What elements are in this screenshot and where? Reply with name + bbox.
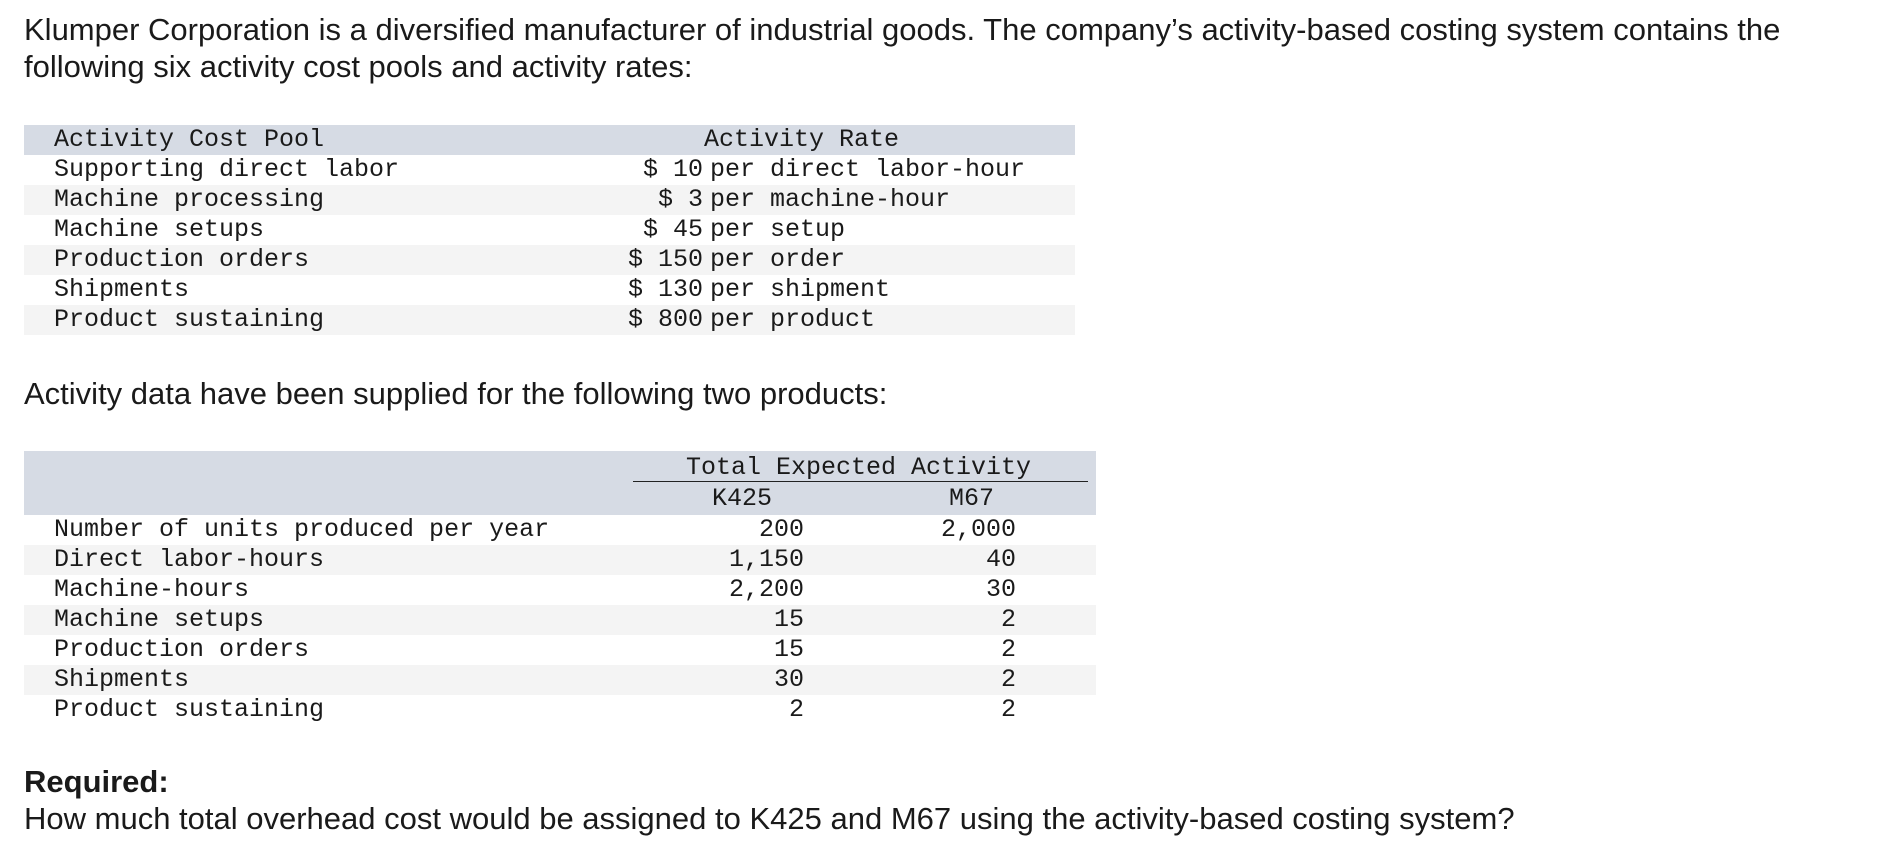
m67-value: 2 bbox=[1000, 665, 1016, 694]
activity-label: Number of units produced per year bbox=[54, 515, 550, 544]
k425-value: 30 bbox=[773, 665, 804, 694]
activity-intro-paragraph: Activity data have been supplied for the… bbox=[24, 376, 888, 411]
rate-amount: $ 3 bbox=[657, 185, 703, 214]
table-row: Machine processing $ 3 per machine-hour bbox=[24, 185, 1075, 215]
rate-unit: per product bbox=[710, 305, 876, 334]
k425-value: 200 bbox=[758, 515, 804, 544]
header-total-expected-activity: Total Expected Activity bbox=[686, 453, 1032, 482]
table-row: Machine setups 15 2 bbox=[24, 605, 1096, 635]
rate-unit: per shipment bbox=[710, 275, 891, 304]
m67-value: 40 bbox=[985, 545, 1016, 574]
pool-name: Machine setups bbox=[54, 215, 265, 244]
table-row: Production orders $ 150 per order bbox=[24, 245, 1075, 275]
k425-value: 2,200 bbox=[728, 575, 804, 604]
table-row: Supporting direct labor $ 10 per direct … bbox=[24, 155, 1075, 185]
activity-label: Production orders bbox=[54, 635, 310, 664]
m67-value: 2 bbox=[1000, 635, 1016, 664]
rate-unit: per setup bbox=[710, 215, 846, 244]
intro-paragraph: Klumper Corporation is a diversified man… bbox=[24, 12, 1781, 84]
header-k425: K425 bbox=[712, 484, 773, 513]
header-activity-rate: Activity Rate bbox=[704, 125, 900, 154]
rate-unit: per order bbox=[710, 245, 846, 274]
table-row: Direct labor-hours 1,150 40 bbox=[24, 545, 1096, 575]
rate-unit: per machine-hour bbox=[710, 185, 951, 214]
table-row: Shipments 30 2 bbox=[24, 665, 1096, 695]
table-row: Shipments $ 130 per shipment bbox=[24, 275, 1075, 305]
m67-value: 2,000 bbox=[940, 515, 1016, 544]
k425-value: 15 bbox=[773, 635, 804, 664]
rate-unit: per direct labor-hour bbox=[710, 155, 1026, 184]
rate-amount: $ 130 bbox=[627, 275, 703, 304]
activity-rates-table: Activity Cost Pool Activity Rate Support… bbox=[24, 125, 1075, 335]
activity-label: Shipments bbox=[54, 665, 190, 694]
table-row: Product sustaining 2 2 bbox=[24, 695, 1096, 725]
table-row: Production orders 15 2 bbox=[24, 635, 1096, 665]
m67-value: 2 bbox=[1000, 605, 1016, 634]
required-label: Required: bbox=[24, 764, 169, 799]
pool-name: Shipments bbox=[54, 275, 190, 304]
rate-amount: $ 10 bbox=[642, 155, 703, 184]
rate-amount: $ 45 bbox=[642, 215, 703, 244]
table-row: Machine setups $ 45 per setup bbox=[24, 215, 1075, 245]
activity-data-table: Total Expected Activity K425 M67 Number … bbox=[24, 451, 1096, 725]
table-row: Product sustaining $ 800 per product bbox=[24, 305, 1075, 335]
activity-label: Direct labor-hours bbox=[54, 545, 325, 574]
pool-name: Machine processing bbox=[54, 185, 325, 214]
table-row: Machine-hours 2,200 30 bbox=[24, 575, 1096, 605]
header-m67: M67 bbox=[949, 484, 995, 513]
pool-name: Supporting direct labor bbox=[54, 155, 400, 184]
activity-label: Machine-hours bbox=[54, 575, 250, 604]
pool-name: Product sustaining bbox=[54, 305, 325, 334]
k425-value: 2 bbox=[788, 695, 804, 724]
k425-value: 15 bbox=[773, 605, 804, 634]
activity-label: Product sustaining bbox=[54, 695, 325, 724]
pool-name: Production orders bbox=[54, 245, 310, 274]
table-header-row: Activity Cost Pool Activity Rate bbox=[24, 125, 1075, 155]
question-text: How much total overhead cost would be as… bbox=[24, 801, 1515, 836]
rate-amount: $ 150 bbox=[627, 245, 703, 274]
m67-value: 2 bbox=[1000, 695, 1016, 724]
k425-value: 1,150 bbox=[728, 545, 804, 574]
rate-amount: $ 800 bbox=[627, 305, 703, 334]
table-header-row: Total Expected Activity K425 M67 bbox=[24, 451, 1096, 515]
activity-label: Machine setups bbox=[54, 605, 265, 634]
table-row: Number of units produced per year 200 2,… bbox=[24, 515, 1096, 545]
m67-value: 30 bbox=[985, 575, 1016, 604]
header-activity-cost-pool: Activity Cost Pool bbox=[54, 125, 325, 154]
header-underline bbox=[633, 481, 1088, 482]
